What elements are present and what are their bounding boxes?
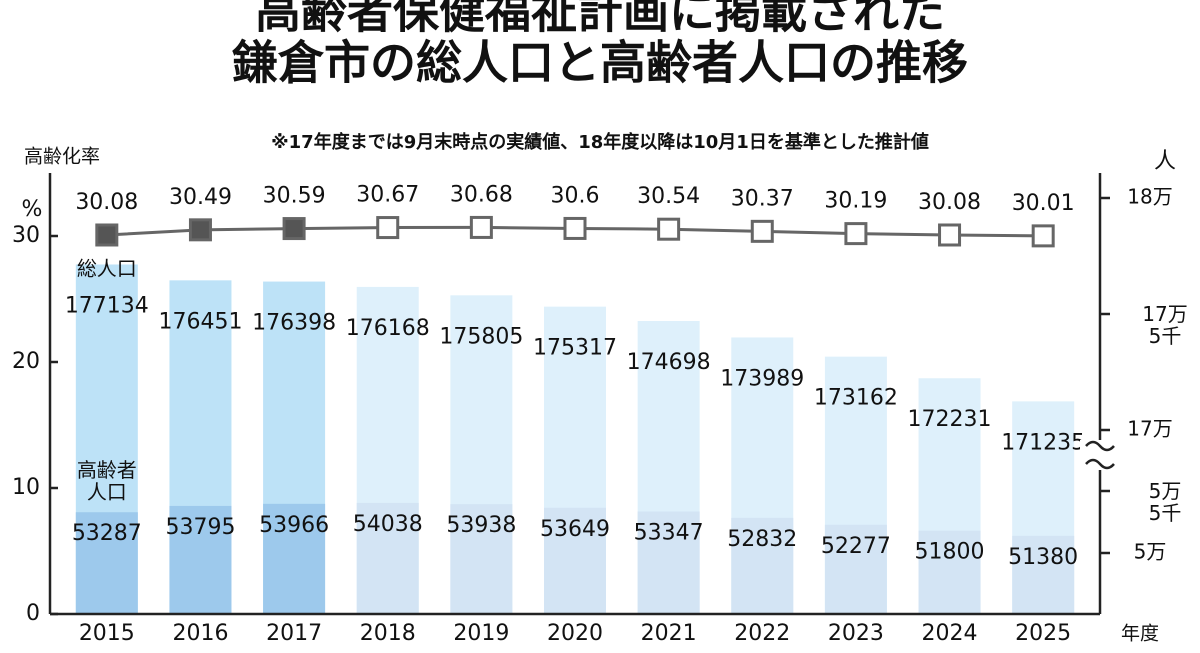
x-tick-label: 2016: [172, 621, 228, 646]
rate-marker: [469, 215, 493, 239]
y-tick-label: 10: [12, 475, 40, 500]
value-label: 174698: [627, 350, 711, 375]
value-label: 175317: [533, 336, 617, 361]
rate-marker: [657, 217, 681, 241]
rate-marker: [938, 223, 962, 247]
y2-tick-label: 17万 5千: [1142, 302, 1187, 348]
elderly-bar: [450, 504, 513, 614]
value-label: 54038: [353, 512, 423, 537]
x-tick-label: 2024: [922, 621, 978, 646]
series-label: 高齢者人口: [77, 458, 137, 504]
y-tick-label: 0: [26, 601, 40, 626]
x-tick-label: 2025: [1015, 621, 1071, 646]
elderly-bar: [918, 530, 981, 614]
value-label: 173989: [720, 366, 804, 391]
value-label: 52277: [821, 534, 891, 559]
value-label: 53649: [540, 517, 610, 542]
value-label: 53795: [165, 515, 235, 540]
value-label: 52832: [727, 527, 797, 552]
value-label: 30.37: [731, 186, 794, 211]
value-label: 30.59: [263, 184, 326, 209]
value-label: 172231: [908, 407, 992, 432]
elderly-bar: [824, 524, 887, 614]
elderly-bar: [169, 505, 232, 614]
y2-tick-label: 5万 5千: [1149, 479, 1182, 525]
x-tick-label: 2021: [641, 621, 697, 646]
elderly-bar: [1012, 535, 1075, 614]
value-label: 30.01: [1012, 191, 1075, 216]
rate-marker: [376, 216, 400, 240]
elderly-bar: [263, 503, 326, 614]
value-label: 30.6: [551, 183, 600, 208]
chart-subtitle: ※17年度までは9月末時点の実績値、18年度以降は10月1日を基準とした推計値: [271, 131, 929, 153]
value-label: 176451: [158, 309, 242, 334]
value-label: 53966: [259, 513, 329, 538]
x-tick-label: 2020: [547, 621, 603, 646]
value-label: 30.68: [450, 182, 513, 207]
chart-title: 高齢者保健福祉計画に掲載された鎌倉市の総人口と高齢者人口の推移: [232, 0, 968, 89]
value-label: 53347: [634, 520, 704, 545]
value-label: 176168: [346, 316, 430, 341]
x-tick-label: 2019: [453, 621, 509, 646]
value-label: 30.19: [824, 189, 887, 214]
value-label: 51800: [915, 540, 985, 565]
elderly-bar: [75, 512, 138, 614]
axis-break: [1085, 440, 1115, 470]
x-tick-label: 2018: [360, 621, 416, 646]
value-label: 53938: [446, 513, 516, 538]
x-tick-label: 2023: [828, 621, 884, 646]
value-label: 175805: [439, 324, 523, 349]
value-label: 173162: [814, 386, 898, 411]
x-axis-label: 年度: [1121, 623, 1159, 645]
elderly-bar: [356, 502, 419, 614]
y-tick-label: 20: [12, 349, 40, 374]
rate-marker: [188, 218, 212, 242]
y-axis-label: 高齢化率: [24, 146, 100, 168]
value-label: 30.08: [918, 190, 981, 215]
y2-tick-label: 5万: [1134, 540, 1167, 564]
elderly-bar: [544, 507, 606, 614]
rate-marker: [844, 222, 868, 246]
elderly-bar: [637, 511, 700, 614]
x-tick-label: 2015: [79, 621, 135, 646]
rate-marker: [563, 216, 587, 240]
value-label: 53287: [72, 521, 142, 546]
y2-tick-label: 17万: [1127, 417, 1172, 441]
rate-marker: [282, 217, 306, 241]
y2-axis-unit: 人: [1154, 149, 1176, 174]
y2-tick-label: 18万: [1127, 185, 1172, 209]
y-axis-unit: %: [22, 197, 43, 222]
rate-marker: [95, 223, 119, 247]
value-label: 30.49: [169, 185, 232, 210]
value-label: 177134: [65, 293, 149, 318]
series-label: 総人口: [77, 257, 137, 281]
rate-marker: [1031, 224, 1055, 248]
x-tick-label: 2017: [266, 621, 322, 646]
value-label: 51380: [1008, 545, 1078, 570]
value-label: 171235: [1001, 430, 1085, 455]
y-tick-label: 30: [12, 223, 40, 248]
elderly-bar: [731, 517, 794, 614]
x-tick-label: 2022: [734, 621, 790, 646]
value-label: 30.67: [356, 183, 419, 208]
value-label: 30.08: [75, 190, 138, 215]
value-label: 176398: [252, 311, 336, 336]
value-label: 30.54: [637, 184, 700, 209]
rate-marker: [750, 219, 774, 243]
